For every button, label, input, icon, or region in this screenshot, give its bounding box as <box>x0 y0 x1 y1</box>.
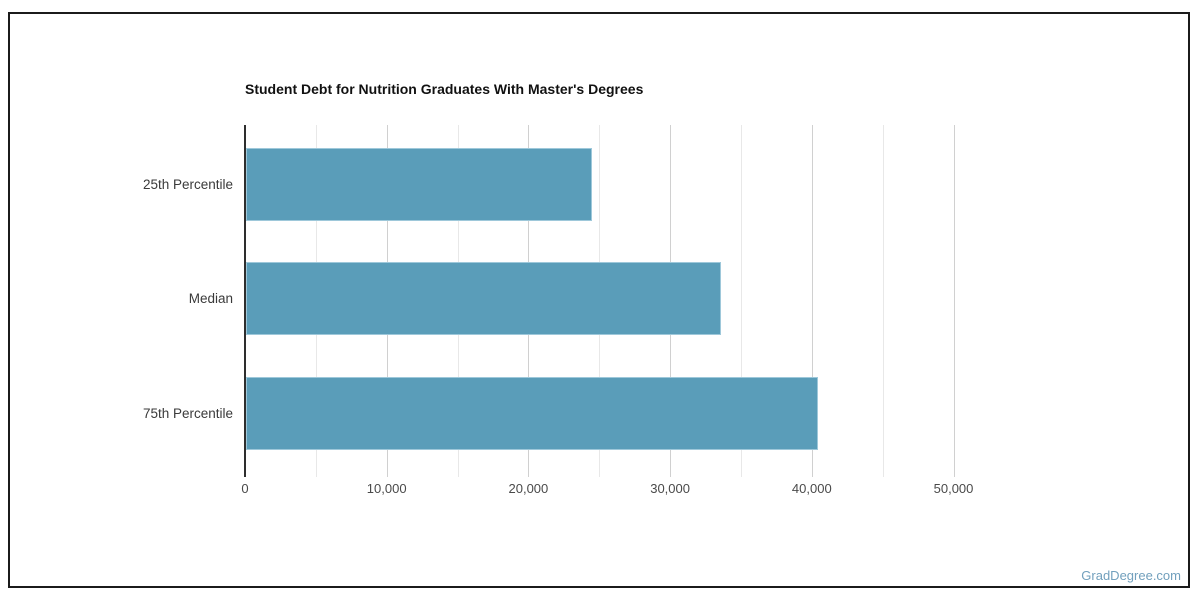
page-border <box>8 12 1190 588</box>
x-tick-label: 30,000 <box>650 481 690 496</box>
minor-gridline <box>882 125 884 477</box>
bar-25th-percentile[interactable] <box>246 148 592 221</box>
x-tick-label: 10,000 <box>366 481 407 496</box>
y-axis-line <box>244 125 246 477</box>
category-label: 25th Percentile <box>142 176 233 192</box>
plot-area <box>244 125 987 477</box>
bar-median[interactable] <box>246 262 721 335</box>
minor-gridline <box>740 125 742 477</box>
category-label: 75th Percentile <box>142 405 233 421</box>
x-tick-label: 0 <box>241 481 249 496</box>
major-gridline <box>953 125 955 477</box>
bar-75th-percentile[interactable] <box>246 377 819 450</box>
category-label: Median <box>188 290 233 306</box>
x-tick-label: 50,000 <box>933 481 974 496</box>
x-tick-label: 40,000 <box>791 481 832 496</box>
watermark-link[interactable]: GradDegree.com <box>1081 568 1181 583</box>
x-tick-label: 20,000 <box>508 481 549 496</box>
chart-title: Student Debt for Nutrition Graduates Wit… <box>245 81 644 97</box>
major-gridline <box>811 125 813 477</box>
